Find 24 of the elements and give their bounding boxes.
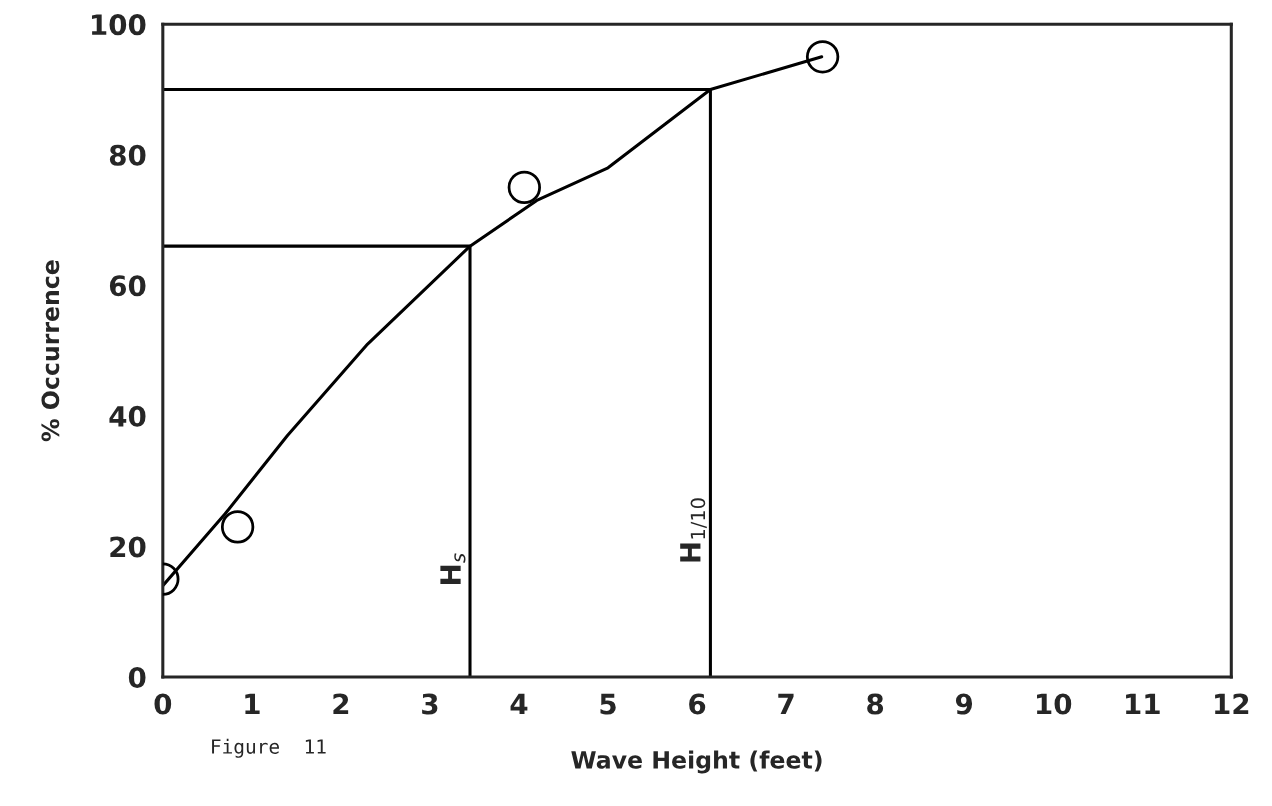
x-tick-label: 7	[778, 693, 794, 715]
y-tick-label: 60	[109, 275, 146, 297]
y-tick-label: 20	[110, 536, 146, 558]
y-tick-label: 80	[109, 144, 146, 166]
x-tick-label: 3	[422, 693, 438, 715]
x-tick-label: 9	[955, 693, 973, 715]
x-axis-title: Wave Height (feet)	[571, 750, 822, 774]
x-tick-label: 2	[333, 693, 349, 715]
text: H$_{s}$	[440, 553, 466, 584]
x-tick-label: 4	[510, 693, 528, 715]
x-tick-label: 5	[600, 693, 616, 715]
x-tick-label: 10	[1037, 693, 1072, 715]
y-tick-label: 40	[109, 405, 146, 427]
x-tick-label: 12	[1215, 693, 1249, 715]
x-tick-label: 0	[154, 693, 172, 715]
y-tick-label: 0	[128, 666, 146, 688]
x-tick-label: 8	[867, 693, 884, 715]
x-tick-label: 6	[689, 693, 706, 715]
caption: Figure 11	[212, 738, 326, 758]
x-tick-label: 1	[245, 693, 260, 715]
text: H$_{1/10}$	[680, 498, 707, 562]
x-tick-label: 11	[1126, 693, 1160, 715]
y-tick-label: 100	[92, 14, 146, 36]
y-axis-title: % Occurrence	[41, 260, 60, 442]
